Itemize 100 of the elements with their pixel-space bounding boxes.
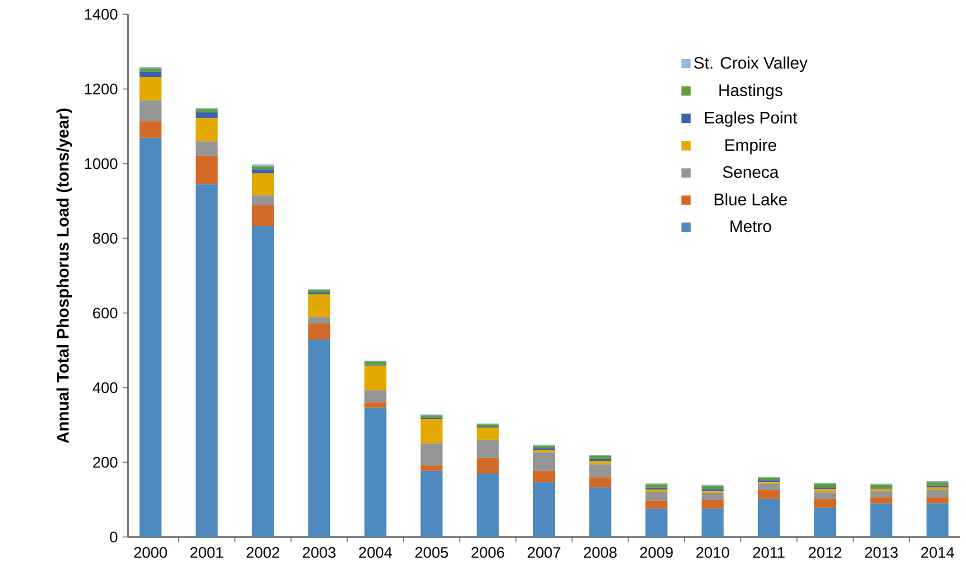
bar [308, 290, 330, 292]
x-tick-label: 2006 [472, 547, 504, 558]
bar [420, 470, 443, 537]
bar [252, 205, 274, 226]
bar [308, 323, 330, 340]
y-tick-label: 600 [93, 308, 118, 318]
x-tick-label: 2008 [584, 547, 617, 558]
bar [139, 138, 162, 537]
x-tick-label: 2003 [302, 547, 336, 558]
bar [139, 72, 162, 78]
y-tick-label: 1200 [85, 84, 118, 94]
bar [533, 446, 556, 449]
bar [702, 492, 724, 500]
bar [139, 68, 162, 72]
bar [364, 366, 386, 390]
bar [364, 408, 386, 537]
bar [814, 492, 836, 499]
bar [252, 173, 274, 196]
bar [589, 464, 612, 478]
bar [589, 477, 612, 488]
bar [308, 294, 330, 318]
bar [196, 109, 218, 113]
bar [758, 490, 780, 499]
bar [420, 419, 443, 444]
bar [926, 482, 949, 486]
bar [758, 484, 780, 490]
bar [196, 156, 218, 184]
bar [645, 500, 668, 509]
bar [252, 226, 274, 537]
bar [252, 166, 274, 170]
bar [926, 490, 949, 498]
bar [196, 141, 218, 156]
x-tick-label: 2007 [528, 547, 560, 558]
y-tick-label: 800 [93, 232, 118, 244]
x-tick-label: 2002 [246, 547, 280, 558]
bar [476, 458, 499, 474]
bar [702, 508, 724, 537]
bar [758, 478, 780, 480]
bar [476, 474, 499, 537]
bar [252, 169, 274, 174]
bar [139, 77, 162, 100]
x-tick-label: 2012 [808, 547, 842, 558]
bar [870, 503, 892, 537]
y-tick-label: 400 [92, 382, 118, 394]
bar [420, 465, 443, 471]
bar [533, 452, 556, 471]
bar [758, 498, 780, 537]
bar [252, 195, 274, 206]
y-tick-label: 1400 [85, 8, 118, 20]
legend-label: St. Croix Valley [694, 56, 808, 72]
bar [196, 184, 218, 537]
bar [814, 508, 836, 537]
bar [645, 492, 668, 501]
bar [589, 456, 612, 459]
x-tick-label: 2000 [134, 547, 167, 558]
x-tick-label: 2011 [753, 547, 785, 558]
x-tick-label: 2001 [190, 547, 224, 558]
bar [476, 428, 499, 440]
legend-label: Metro [730, 220, 772, 232]
bar [196, 112, 218, 118]
bar [533, 470, 556, 482]
legend-label: Eagles Point [705, 111, 798, 127]
bar [364, 402, 386, 408]
bar [814, 484, 836, 488]
bar [420, 415, 443, 418]
y-tick-label: 0 [110, 532, 118, 542]
bar [308, 317, 330, 324]
x-tick-label: 2014 [921, 547, 954, 558]
bar [364, 390, 386, 402]
y-axis-title: Annual Total Phosphorus Load (tons/year) [56, 108, 72, 444]
bar [645, 508, 668, 537]
bar [139, 100, 162, 122]
bar [476, 440, 499, 458]
bar [139, 121, 162, 138]
bar [364, 362, 386, 365]
bar [926, 497, 949, 504]
bar [589, 461, 612, 464]
y-tick-label: 1000 [85, 158, 118, 170]
bar [870, 497, 892, 504]
x-tick-label: 2013 [865, 547, 898, 558]
legend-label: Empire [725, 138, 776, 154]
bar [308, 340, 330, 537]
legend-label: Blue Lake [714, 193, 787, 206]
bar [589, 487, 612, 537]
y-tick-label: 200 [93, 456, 118, 468]
legend-label: Hastings [719, 84, 782, 100]
bar [420, 443, 443, 466]
bar [702, 500, 724, 509]
bar [870, 484, 892, 488]
x-tick-label: 2004 [359, 547, 392, 558]
x-tick-label: 2005 [415, 547, 448, 558]
bar [814, 498, 836, 508]
bar [196, 118, 218, 142]
bar [814, 489, 836, 492]
x-tick-label: 2010 [696, 547, 730, 558]
x-tick-label: 2009 [640, 547, 673, 558]
bar [870, 491, 892, 498]
bar [533, 482, 556, 537]
legend-label: Seneca [723, 166, 779, 178]
bar [926, 503, 949, 537]
